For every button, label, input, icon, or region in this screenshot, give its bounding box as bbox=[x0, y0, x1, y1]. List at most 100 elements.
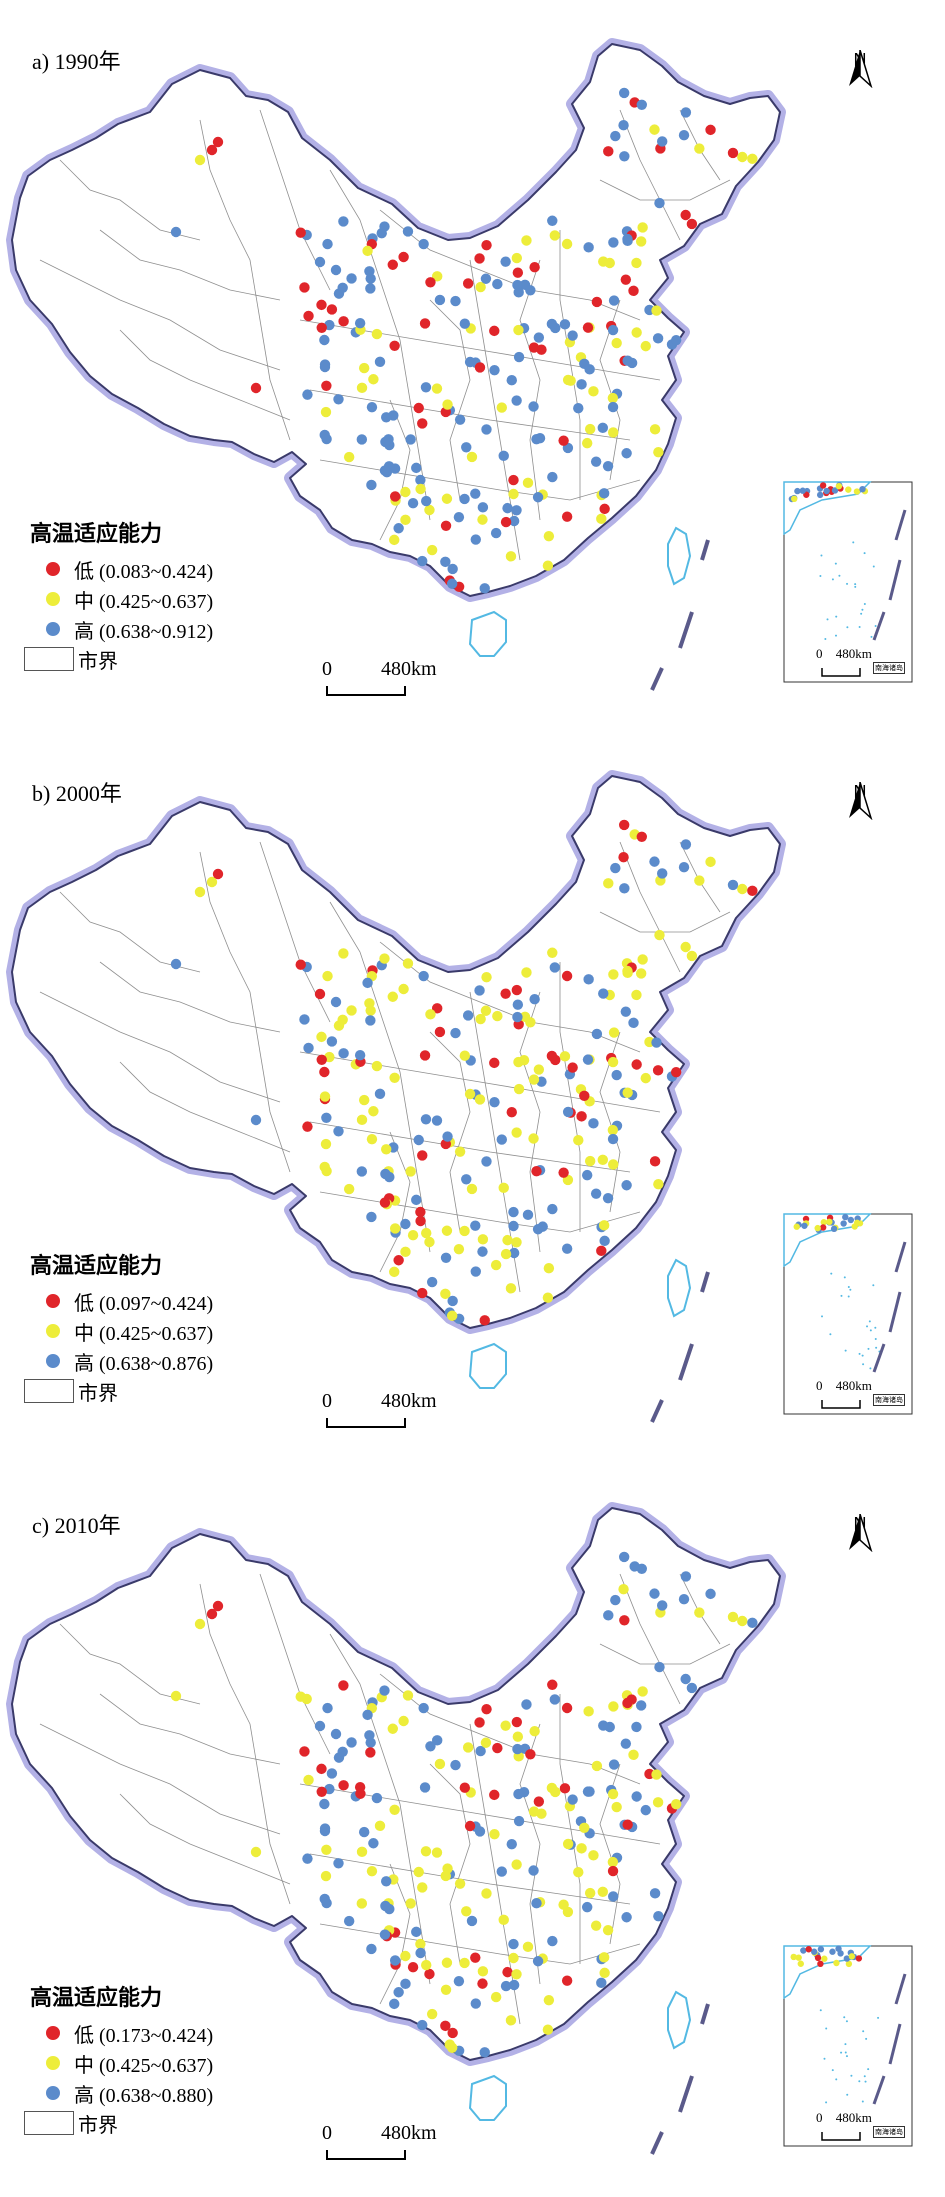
city-point bbox=[512, 267, 524, 278]
city-point bbox=[631, 1721, 642, 1733]
city-point bbox=[431, 1003, 443, 1014]
city-point bbox=[635, 968, 647, 979]
city-point bbox=[649, 424, 661, 435]
city-point bbox=[619, 1615, 630, 1626]
city-point bbox=[508, 1247, 520, 1259]
mid-dot-icon bbox=[46, 592, 60, 606]
map-panel-1990: a) 1990年 N 高温适应能力 低 (0.083~0.424) 中 (0.4… bbox=[0, 0, 945, 732]
city-point bbox=[533, 1796, 545, 1807]
hainan-island bbox=[468, 2074, 507, 2121]
city-point bbox=[628, 1017, 639, 1029]
city-point bbox=[479, 1315, 490, 1326]
city-point bbox=[338, 1048, 349, 1059]
city-point bbox=[426, 1276, 438, 1288]
city-point bbox=[440, 1288, 451, 1300]
city-point bbox=[447, 1295, 458, 1307]
city-point bbox=[620, 1738, 632, 1749]
city-point bbox=[319, 1823, 331, 1834]
city-point bbox=[402, 1690, 414, 1701]
city-point bbox=[319, 1091, 331, 1102]
inset-island bbox=[864, 2080, 867, 2083]
inset-city-point bbox=[816, 491, 824, 499]
scale-zero: 0 bbox=[322, 1390, 332, 1412]
city-point bbox=[511, 505, 522, 516]
city-point bbox=[582, 1786, 594, 1797]
city-point bbox=[654, 1661, 665, 1673]
inset-city-point bbox=[801, 1222, 808, 1229]
city-point bbox=[492, 1010, 503, 1022]
city-point bbox=[505, 551, 517, 562]
city-point bbox=[603, 878, 614, 889]
city-point bbox=[528, 1074, 540, 1085]
city-point bbox=[531, 433, 542, 445]
inset-island bbox=[825, 2101, 828, 2104]
city-point bbox=[481, 239, 492, 251]
city-point bbox=[607, 1133, 619, 1145]
map-panel-2000: b) 2000年 N 高温适应能力 低 (0.097~0.424) 中 (0.4… bbox=[0, 732, 945, 1464]
city-point bbox=[500, 516, 512, 528]
inset-note: 南海诸岛 bbox=[873, 662, 905, 674]
city-point bbox=[322, 1702, 333, 1714]
city-point bbox=[543, 530, 555, 542]
city-point bbox=[598, 1952, 610, 1963]
inset-scale-distance: 480km bbox=[835, 2110, 872, 2125]
city-point bbox=[454, 1146, 466, 1157]
inset-note: 南海诸岛 bbox=[873, 2126, 905, 2138]
city-point bbox=[466, 1915, 478, 1927]
city-point bbox=[511, 984, 523, 996]
inset-island bbox=[826, 618, 829, 621]
inset-island bbox=[840, 1294, 843, 1297]
city-point bbox=[356, 1166, 368, 1177]
city-point bbox=[508, 1220, 519, 1232]
national-border bbox=[11, 1507, 781, 2061]
legend-item-low: 低 (0.097~0.424) bbox=[30, 1286, 213, 1316]
city-point bbox=[421, 1227, 432, 1239]
city-point bbox=[608, 295, 620, 306]
inset-island bbox=[831, 2069, 834, 2072]
inset-city-point bbox=[848, 1953, 856, 1960]
inset-island bbox=[835, 634, 838, 637]
legend-title: 高温适应能力 bbox=[30, 522, 163, 547]
city-point bbox=[631, 1059, 642, 1070]
inset-island bbox=[845, 2055, 848, 2058]
city-point bbox=[481, 1703, 492, 1715]
sea-boundary-dash bbox=[678, 611, 694, 649]
legend-title: 高温适应能力 bbox=[30, 1986, 163, 2011]
legend-label-low: 低 (0.097~0.424) bbox=[74, 1292, 214, 1315]
legend-item-boundary: 市界 bbox=[24, 1376, 213, 1406]
inset-island bbox=[820, 554, 823, 557]
city-point bbox=[512, 1011, 523, 1023]
inset-city-point bbox=[794, 487, 801, 495]
city-point bbox=[426, 2008, 438, 2020]
city-point bbox=[425, 1009, 436, 1020]
city-point bbox=[533, 332, 545, 343]
city-point bbox=[393, 1255, 404, 1266]
city-point bbox=[652, 1065, 664, 1076]
city-point bbox=[596, 1977, 607, 1989]
city-point bbox=[398, 983, 409, 995]
inset-island bbox=[829, 1333, 832, 1336]
legend-label-high: 高 (0.638~0.880) bbox=[74, 2084, 214, 2107]
city-point bbox=[498, 1914, 509, 1926]
city-point bbox=[368, 1838, 379, 1849]
national-border bbox=[11, 43, 781, 597]
city-point bbox=[622, 355, 633, 366]
city-point bbox=[608, 1159, 619, 1170]
city-point bbox=[576, 1843, 587, 1854]
city-point bbox=[320, 406, 332, 418]
sea-boundary-dash bbox=[650, 1399, 664, 1423]
inset-island bbox=[869, 1329, 872, 1332]
city-point bbox=[631, 257, 642, 269]
inset-city-point bbox=[810, 1948, 818, 1955]
city-point bbox=[652, 1797, 664, 1808]
city-point bbox=[462, 1742, 474, 1753]
city-point bbox=[417, 1287, 428, 1299]
inset-scale: 0 480km bbox=[816, 2110, 872, 2126]
city-point bbox=[533, 1064, 545, 1075]
city-point bbox=[212, 1600, 224, 1612]
city-point bbox=[475, 1745, 486, 1757]
city-point bbox=[461, 442, 472, 453]
city-point bbox=[440, 520, 452, 532]
city-point bbox=[561, 1975, 573, 1986]
inset-city-point bbox=[800, 1947, 807, 1954]
